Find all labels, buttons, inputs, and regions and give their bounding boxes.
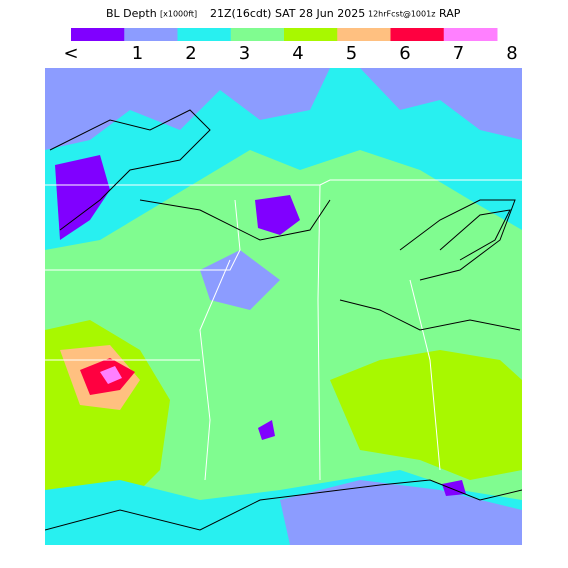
field-region <box>200 250 280 310</box>
legend-label: 7 <box>453 43 464 64</box>
contours <box>45 109 522 531</box>
legend-swatch <box>124 28 178 41</box>
legend-swatch <box>284 28 338 41</box>
valid-time: 21Z(16cdt) SAT 28 Jun 2025 <box>210 7 365 20</box>
border-line <box>409 279 441 471</box>
field-region <box>45 68 330 150</box>
coastline <box>45 479 522 531</box>
legend-label: 2 <box>185 43 196 64</box>
contour-line <box>399 199 516 281</box>
model-name: RAP <box>439 7 461 20</box>
legend-label: 5 <box>346 43 357 64</box>
color-legend: <1 2 3 4 5 6 7 8 <box>63 28 518 64</box>
legend-label: < <box>63 43 78 64</box>
field-blob <box>55 155 110 240</box>
legend-swatch <box>390 28 445 41</box>
field-blob <box>100 366 122 384</box>
legend-label: 6 <box>399 43 410 64</box>
field-blob <box>258 420 275 440</box>
map <box>45 68 522 545</box>
field-units: [x1000ft] <box>160 10 197 19</box>
border-line <box>317 184 321 481</box>
legend-swatch <box>337 28 391 41</box>
field-name: BL Depth <box>106 7 157 20</box>
legend-label: 3 <box>239 43 250 64</box>
field-region <box>330 350 522 480</box>
border-line <box>45 179 522 186</box>
title: BL Depth [x1000ft] 21Z(16cdt) SAT 28 Jun… <box>106 7 461 20</box>
contour-line <box>339 299 521 331</box>
field-blob <box>255 195 300 235</box>
border-line <box>199 259 231 481</box>
contour-line <box>49 109 211 231</box>
map-field <box>45 68 522 545</box>
border-line <box>45 199 241 271</box>
forecast-info: 12hrFcst@1001z <box>368 10 435 19</box>
legend-swatch <box>230 28 285 41</box>
contour-line <box>439 209 511 261</box>
legend-label: 4 <box>292 43 303 64</box>
legend-swatch <box>443 28 498 41</box>
legend-swatch <box>177 28 232 41</box>
legend-label: 8 <box>506 43 517 64</box>
legend-swatch <box>71 28 125 41</box>
contour-line <box>139 199 331 241</box>
legend-label: 1 <box>132 43 143 64</box>
state-borders <box>45 179 522 481</box>
gulf-region <box>280 480 522 545</box>
field-region <box>360 68 522 140</box>
